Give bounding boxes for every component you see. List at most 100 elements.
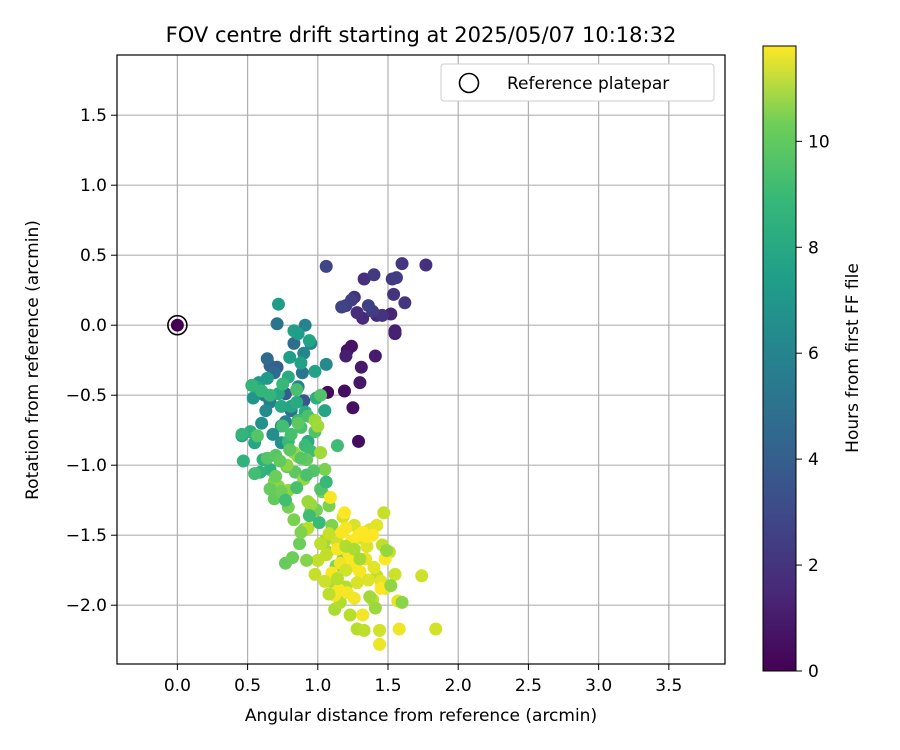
data-point — [300, 553, 314, 567]
data-point — [318, 574, 332, 588]
data-point — [370, 518, 384, 532]
data-point — [276, 377, 290, 391]
data-point — [387, 287, 401, 301]
data-point — [314, 446, 328, 460]
data-point — [293, 537, 307, 551]
data-point — [344, 339, 358, 353]
data-point — [322, 587, 336, 601]
legend-box — [440, 63, 715, 102]
data-point — [276, 419, 290, 433]
data-point — [311, 553, 325, 567]
data-point — [337, 506, 351, 520]
data-point — [368, 601, 382, 615]
data-point — [356, 608, 370, 622]
data-point — [308, 364, 322, 378]
x-tick-label: 2.0 — [445, 676, 472, 696]
data-point — [392, 622, 406, 636]
y-tick-label: 1.5 — [80, 106, 107, 126]
data-point — [368, 349, 382, 363]
legend: Reference platepar — [440, 63, 715, 102]
x-tick-label: 1.5 — [374, 676, 401, 696]
data-point — [245, 378, 259, 392]
data-point — [346, 401, 360, 415]
data-point — [273, 454, 287, 468]
y-tick-label: 0.5 — [80, 246, 107, 266]
data-point — [429, 622, 443, 636]
data-point — [304, 497, 318, 511]
legend-marker-icon — [458, 72, 480, 94]
data-point — [311, 419, 325, 433]
data-point — [314, 537, 328, 551]
data-point — [286, 551, 300, 565]
data-point — [395, 595, 409, 609]
data-point — [353, 552, 367, 566]
data-point — [335, 300, 349, 314]
data-point — [353, 565, 367, 579]
data-point — [255, 416, 269, 430]
data-point — [319, 357, 333, 371]
data-point — [297, 346, 311, 360]
data-point — [375, 308, 389, 322]
data-point — [367, 560, 381, 574]
data-point — [235, 427, 249, 441]
data-point — [322, 527, 336, 541]
data-point — [271, 297, 285, 311]
data-point — [361, 299, 375, 313]
data-point — [314, 388, 328, 402]
data-point — [302, 334, 316, 348]
y-tick-label: −2.0 — [66, 596, 107, 616]
colorbar-tick-label: 4 — [808, 450, 819, 470]
y-tick-label: −0.5 — [66, 386, 107, 406]
data-point — [294, 525, 308, 539]
data-point — [263, 482, 277, 496]
colorbar-tick-label: 10 — [808, 132, 830, 152]
data-point — [295, 366, 309, 380]
data-point — [269, 469, 283, 483]
reference-point-ring — [167, 314, 188, 336]
x-tick-label: 2.5 — [515, 676, 542, 696]
data-point — [363, 590, 377, 604]
data-point — [330, 572, 344, 586]
data-point — [318, 462, 332, 476]
data-point — [274, 399, 288, 413]
data-point — [290, 481, 304, 495]
data-point — [308, 567, 322, 581]
data-point — [388, 327, 402, 341]
grid-lines — [117, 55, 725, 664]
data-point — [373, 637, 387, 651]
data-point — [278, 493, 292, 507]
data-point — [319, 475, 333, 489]
data-point — [248, 467, 262, 481]
y-tick-label: 0.0 — [80, 316, 107, 336]
data-point — [319, 259, 333, 273]
data-point — [294, 356, 308, 370]
data-point — [323, 490, 337, 504]
data-point — [361, 573, 375, 587]
data-point — [354, 360, 368, 374]
data-point — [312, 516, 326, 530]
data-point — [415, 569, 429, 583]
data-point — [287, 336, 301, 350]
x-axis-label: Angular distance from reference (arcmin) — [245, 706, 597, 726]
data-point — [287, 513, 301, 527]
data-point — [388, 567, 402, 581]
data-point — [270, 317, 284, 331]
data-point — [360, 539, 374, 553]
data-point — [284, 427, 298, 441]
data-point — [374, 581, 388, 595]
colorbar-label: Hours from first FF file — [843, 263, 863, 453]
data-point — [236, 454, 250, 468]
data-point — [300, 468, 314, 482]
data-point — [287, 324, 301, 338]
x-tick-label: 3.5 — [655, 676, 682, 696]
data-point — [339, 349, 353, 363]
colorbar-tick-label: 8 — [808, 238, 819, 258]
data-point — [350, 306, 364, 320]
y-tick-label: −1.5 — [66, 526, 107, 546]
colorbar-tick-label: 2 — [808, 556, 819, 576]
data-point — [290, 395, 304, 409]
data-point — [357, 623, 371, 637]
data-point — [357, 272, 371, 286]
data-point — [367, 268, 381, 282]
